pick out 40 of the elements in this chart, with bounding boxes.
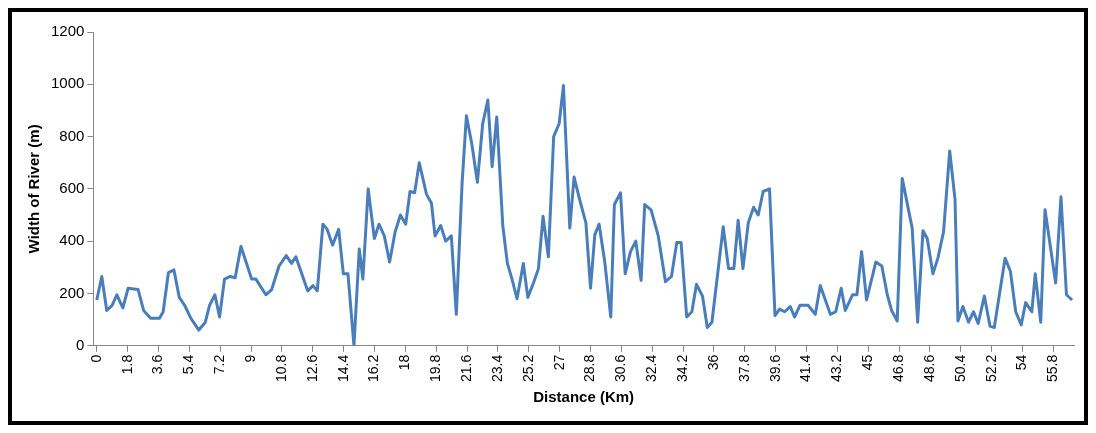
- x-tick-label: 43.2: [828, 354, 845, 382]
- y-tick-label: 400: [59, 231, 85, 249]
- y-tick-label: 200: [59, 283, 85, 301]
- x-tick-label: 34.2: [673, 354, 690, 382]
- x-tick-label: 46.8: [889, 354, 906, 382]
- x-tick-label: 39.6: [766, 354, 783, 382]
- x-tick-label: 9: [241, 354, 258, 363]
- x-tick-label: 30.6: [612, 354, 629, 382]
- x-tick-label: 50.4: [951, 354, 968, 382]
- y-tick-label: 1200: [50, 22, 85, 40]
- x-tick-label: 28.8: [581, 354, 598, 382]
- x-tick-label: 36: [704, 354, 721, 371]
- y-tick-label: 600: [59, 179, 85, 197]
- x-tick-label: 23.4: [488, 354, 505, 382]
- x-tick-label: 3.6: [149, 354, 166, 375]
- x-tick-label: 12.6: [303, 354, 320, 382]
- x-tick-label: 5.4: [180, 354, 197, 375]
- x-tick-label: 27: [550, 354, 567, 371]
- x-tick-label: 14.4: [334, 354, 351, 382]
- x-tick-label: 19.8: [427, 354, 444, 382]
- x-tick-label: 18: [396, 354, 413, 371]
- y-axis-title: Width of River (m): [25, 124, 43, 254]
- x-tick-label: 54: [1013, 354, 1030, 371]
- x-tick-label: 32.4: [643, 354, 660, 382]
- x-tick-label: 48.6: [920, 354, 937, 382]
- x-tick-label: 0: [87, 354, 104, 363]
- y-tick-label: 800: [59, 126, 85, 144]
- x-tick-label: 10.8: [272, 354, 289, 382]
- x-axis-title: Distance (Km): [533, 388, 635, 406]
- x-tick-label: 55.8: [1044, 354, 1061, 382]
- x-tick-label: 1.8: [118, 354, 135, 375]
- x-tick-label: 7.2: [211, 354, 228, 375]
- x-tick-label: 25.2: [519, 354, 536, 382]
- x-tick-label: 37.8: [735, 354, 752, 382]
- y-tick-label: 1000: [50, 74, 85, 92]
- x-tick-label: 16.2: [365, 354, 382, 382]
- x-tick-label: 41.4: [797, 354, 814, 382]
- x-tick-label: 45: [859, 354, 876, 371]
- x-tick-label: 52.2: [982, 354, 999, 382]
- x-tick-label: 21.6: [457, 354, 474, 382]
